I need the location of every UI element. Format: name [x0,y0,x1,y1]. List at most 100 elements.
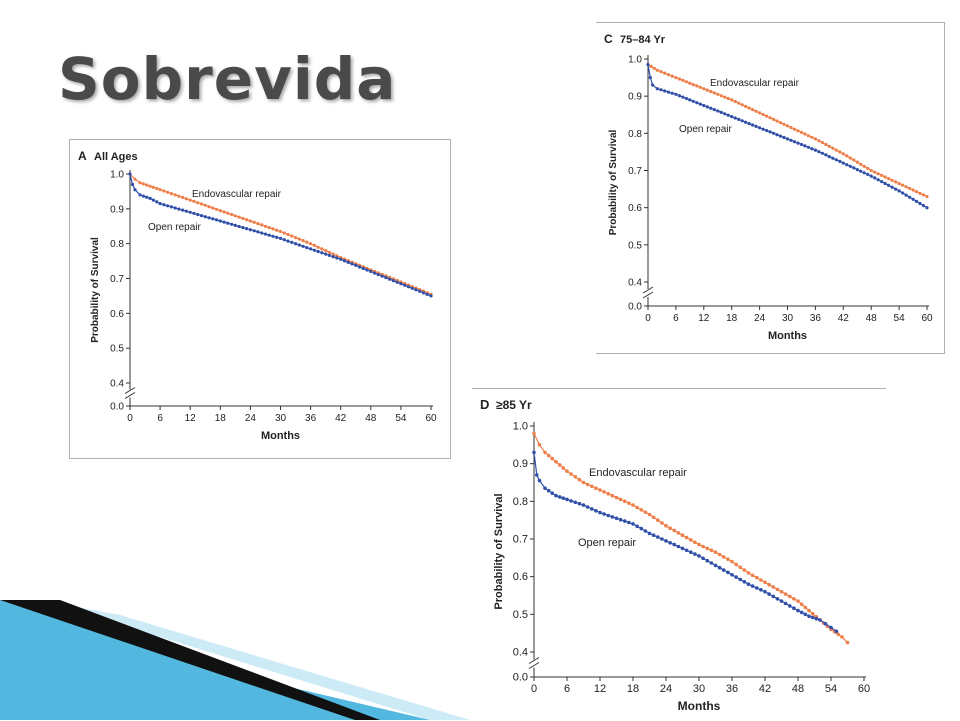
data-point-endovascular [256,222,260,226]
data-point-endovascular [606,492,611,496]
data-point-open [320,251,324,255]
data-point-open [737,117,741,121]
data-point-open [890,185,894,189]
data-point-endovascular [546,453,551,458]
data-point-open [133,188,137,192]
data-point-endovascular [792,597,796,601]
data-point-open [391,279,395,283]
data-point-endovascular [831,146,835,150]
data-point-open [429,294,433,298]
data-point-endovascular [557,463,562,467]
data-point-endovascular [792,127,797,131]
data-point-endovascular [701,544,705,549]
data-point-open [820,151,824,155]
data-point-open [655,87,659,91]
data-point-endovascular [585,482,590,487]
data-point-open [610,515,615,519]
data-point-open [543,486,547,490]
data-point-endovascular [796,599,800,603]
slide-title: Sobrevida [58,45,397,113]
data-point-endovascular [294,236,298,240]
data-point-endovascular [203,203,207,207]
data-point-open [342,259,347,263]
data-point-open [767,592,771,596]
data-point-open [188,210,192,214]
data-point-endovascular [324,249,328,253]
axis-break-mark [124,387,136,394]
data-point-endovascular [158,188,162,192]
data-point-open [813,148,817,152]
data-point-open [782,135,786,140]
y-axis-label: Probability of Survival [493,493,505,609]
data-point-endovascular [651,515,656,520]
data-point-open [689,550,693,554]
data-point-open [779,599,784,603]
data-point-open [806,145,810,149]
data-point-endovascular [627,501,631,505]
data-point-open [783,601,788,606]
data-point-endovascular [730,98,734,102]
data-point-open [648,76,652,80]
y-tick-label: 0.6 [513,571,528,583]
data-point-open [230,222,234,226]
data-point-open [859,169,863,173]
data-point-endovascular [742,568,747,572]
data-point-open [241,226,245,230]
x-axis-label: Months [261,430,300,442]
data-point-open [697,554,701,558]
y-tick-label: 0.8 [110,239,124,250]
data-point-open [373,271,377,275]
data-point-endovascular [214,207,219,211]
data-point-endovascular [873,170,877,174]
data-point-endovascular [676,531,681,535]
data-point-endovascular [890,178,894,182]
x-tick-label: 0 [531,683,537,695]
data-point-open [796,141,800,145]
data-point-open [594,509,598,513]
data-point-open [775,597,780,601]
data-point-open [676,544,681,549]
data-point-endovascular [925,194,929,199]
data-point-endovascular [148,184,152,188]
data-point-open [721,568,726,572]
data-point-endovascular [166,190,170,194]
x-axis-label: Months [678,699,721,713]
y-tick-label: 0.9 [628,92,642,103]
data-point-open [233,223,237,227]
data-point-open [666,90,671,94]
data-point-open [817,150,821,154]
data-point-open [744,120,748,124]
data-point-endovascular [758,111,762,115]
data-point-open [733,116,737,120]
x-axis-label: Months [768,330,807,342]
data-point-open [799,142,804,147]
data-point-open [796,608,800,613]
data-point-endovascular [173,193,177,197]
data-point-open [252,229,256,233]
x-tick-label: 6 [673,313,679,324]
data-point-open [726,570,730,575]
data-point-endovascular [233,214,237,218]
data-point-endovascular [705,88,709,92]
data-point-endovascular [836,632,841,637]
data-point-endovascular [840,635,844,639]
data-point-endovascular [594,486,598,490]
data-point-open [691,99,695,103]
data-point-endovascular [723,95,727,99]
data-point-open [925,206,929,210]
data-point-open [207,216,211,220]
x-tick-label: 18 [726,313,738,324]
data-point-endovascular [656,518,660,522]
data-point-open [199,214,204,218]
data-point-endovascular [796,129,800,133]
data-point-endovascular [677,77,681,81]
data-point-endovascular [806,134,810,138]
data-point-endovascular [754,109,758,113]
data-point-open [754,124,758,128]
panel-title: All Ages [94,151,138,163]
data-point-endovascular [921,193,926,197]
data-point-open [643,529,648,533]
data-point-open [162,203,166,207]
data-point-endovascular [848,156,852,160]
data-point-open [312,248,316,252]
